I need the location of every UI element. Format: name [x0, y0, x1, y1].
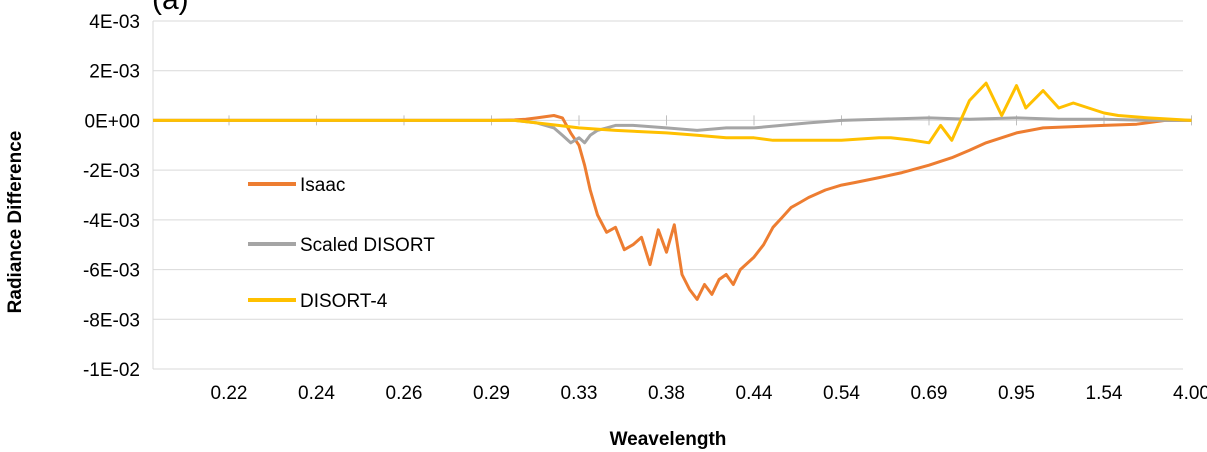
- legend: Isaac Scaled DISORT DISORT-4: [248, 175, 435, 312]
- x-tick-label: 0.44: [736, 383, 773, 404]
- legend-label: Scaled DISORT: [300, 235, 435, 256]
- y-tick-label: -6E-03: [83, 261, 140, 282]
- x-tick-label: 0.69: [911, 383, 948, 404]
- x-tick-label: 4.00: [1173, 383, 1207, 404]
- x-tick-label: 0.33: [561, 383, 598, 404]
- x-tick-label: 0.95: [998, 383, 1035, 404]
- y-tick-label: 0E+00: [85, 111, 140, 132]
- x-tick-label: 0.22: [211, 383, 248, 404]
- x-tick-label: 0.26: [386, 383, 423, 404]
- x-tick-label: 1.54: [1086, 383, 1123, 404]
- x-tick-label: 0.54: [823, 383, 860, 404]
- y-tick-label: -1E-02: [83, 360, 140, 381]
- y-tick-label: -4E-03: [83, 211, 140, 232]
- series-line-scaled-disort: [153, 116, 1192, 145]
- panel-label: (a): [152, 0, 189, 16]
- x-axis-title: Weavelength: [610, 429, 727, 450]
- y-tick-label: -2E-03: [83, 161, 140, 182]
- series-line-isaac: [153, 114, 1192, 301]
- series-line-disort-4: [153, 81, 1192, 145]
- plot-area: [153, 81, 1192, 301]
- axes: 4E-03 2E-03 0E+00 -2E-03 -4E-03 -6E-03 -8E-03 -…: [83, 12, 1207, 404]
- x-tick-label: 0.38: [648, 383, 685, 404]
- y-tick-label: 2E-03: [89, 62, 140, 83]
- x-tick-label: 0.29: [473, 383, 510, 404]
- y-tick-label: -8E-03: [83, 310, 140, 331]
- x-tick-label: 0.24: [298, 383, 335, 404]
- y-axis-title: Radiance Difference: [5, 131, 26, 314]
- legend-label: Isaac: [300, 175, 345, 196]
- legend-label: DISORT-4: [300, 291, 388, 312]
- y-tick-label: 4E-03: [89, 12, 140, 33]
